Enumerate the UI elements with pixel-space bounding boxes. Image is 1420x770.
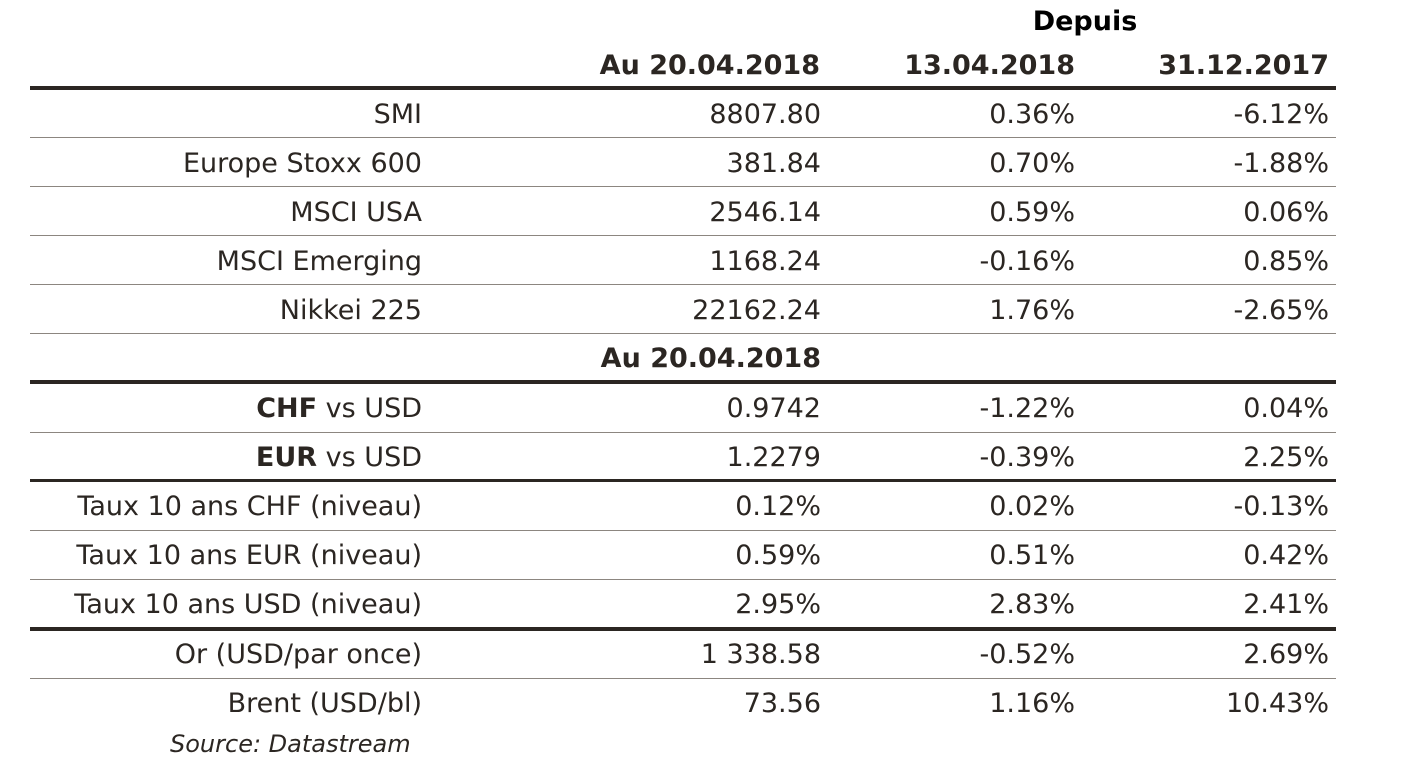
row-value: 0.9742 [726, 393, 821, 424]
row-divider [30, 678, 1336, 679]
row-since-year: 2.41% [1243, 589, 1329, 620]
row-value: 0.59% [735, 540, 821, 571]
row-value: 73.56 [743, 688, 821, 719]
header-depuis: Depuis [1032, 6, 1138, 37]
row-since-week: -0.52% [979, 639, 1075, 670]
row-value: 22162.24 [692, 295, 821, 326]
row-since-year: 0.85% [1243, 246, 1329, 277]
row-since-year: -1.88% [1233, 148, 1329, 179]
row-label: Taux 10 ans USD (niveau) [74, 589, 422, 620]
row-divider [30, 432, 1336, 433]
row-since-year: -0.13% [1233, 491, 1329, 522]
source-note: Source: Datastream [170, 730, 411, 758]
row-divider [30, 579, 1336, 580]
currency-suffix: vs USD [317, 393, 422, 424]
row-divider [30, 186, 1336, 187]
row-label: SMI [373, 99, 422, 130]
currency-code: CHF [256, 393, 318, 424]
row-since-week: 0.36% [989, 99, 1075, 130]
header-rule [30, 86, 1336, 90]
table-row: Taux 10 ans USD (niveau) 2.95% 2.83% 2.4… [30, 580, 1336, 629]
section-rule [30, 479, 1336, 482]
row-since-year: -6.12% [1233, 99, 1329, 130]
header-col-year: 31.12.2017 [1158, 50, 1329, 81]
row-value: 381.84 [726, 148, 821, 179]
table-row: Taux 10 ans EUR (niveau) 0.59% 0.51% 0.4… [30, 531, 1336, 580]
row-label: Brent (USD/bl) [227, 688, 422, 719]
table-row: Or (USD/par once) 1 338.58 -0.52% 2.69% [30, 630, 1336, 679]
row-label: CHF vs USD [30, 384, 422, 433]
row-label: MSCI Emerging [216, 246, 422, 277]
row-since-week: 0.02% [989, 491, 1075, 522]
table-row: CHF vs USD 0.9742 -1.22% 0.04% [30, 384, 1336, 433]
row-value: 0.12% [735, 491, 821, 522]
row-label: Or (USD/par once) [174, 639, 422, 670]
table-row: Brent (USD/bl) 73.56 1.16% 10.43% [30, 679, 1336, 728]
table-row: Europe Stoxx 600 381.84 0.70% -1.88% [30, 139, 1336, 188]
row-divider [30, 137, 1336, 138]
header-col-week: 13.04.2018 [904, 50, 1075, 81]
row-since-year: 0.42% [1243, 540, 1329, 571]
row-divider [30, 235, 1336, 236]
row-label: MSCI USA [290, 197, 422, 228]
row-value: 1 338.58 [700, 639, 821, 670]
row-since-week: -0.39% [979, 442, 1075, 473]
row-label: EUR vs USD [30, 433, 422, 482]
row-since-year: 0.04% [1243, 393, 1329, 424]
row-since-week: 1.76% [989, 295, 1075, 326]
table-row: Nikkei 225 22162.24 1.76% -2.65% [30, 286, 1336, 335]
row-since-year: -2.65% [1233, 295, 1329, 326]
row-since-week: 0.70% [989, 148, 1075, 179]
section-rule [30, 627, 1336, 631]
row-divider [30, 284, 1336, 285]
subheader-rule [30, 380, 1336, 384]
subheader-col-date: Au 20.04.2018 [600, 343, 821, 374]
row-value: 1.2279 [726, 442, 821, 473]
table-row: MSCI Emerging 1168.24 -0.16% 0.85% [30, 237, 1336, 286]
row-since-year: 2.69% [1243, 639, 1329, 670]
row-since-week: -0.16% [979, 246, 1075, 277]
row-value: 1168.24 [709, 246, 821, 277]
row-value: 2.95% [735, 589, 821, 620]
currency-code: EUR [255, 442, 318, 473]
table-row: Taux 10 ans CHF (niveau) 0.12% 0.02% -0.… [30, 482, 1336, 531]
row-value: 8807.80 [709, 99, 821, 130]
table-row: MSCI USA 2546.14 0.59% 0.06% [30, 188, 1336, 237]
row-since-week: 0.51% [989, 540, 1075, 571]
row-label: Taux 10 ans CHF (niveau) [77, 491, 422, 522]
row-since-year: 10.43% [1226, 688, 1329, 719]
header-col-date: Au 20.04.2018 [599, 50, 820, 81]
row-divider [30, 333, 1336, 334]
row-since-year: 2.25% [1243, 442, 1329, 473]
currency-suffix: vs USD [317, 442, 422, 473]
table-row: EUR vs USD 1.2279 -0.39% 2.25% [30, 433, 1336, 482]
row-label: Taux 10 ans EUR (niveau) [76, 540, 422, 571]
row-label: Nikkei 225 [279, 295, 422, 326]
table-row: SMI 8807.80 0.36% -6.12% [30, 90, 1336, 139]
row-since-week: 2.83% [989, 589, 1075, 620]
row-value: 2546.14 [709, 197, 821, 228]
row-divider [30, 530, 1336, 531]
row-label: Europe Stoxx 600 [182, 148, 422, 179]
row-since-week: -1.22% [979, 393, 1075, 424]
subheader-row: Au 20.04.2018 [30, 336, 1336, 382]
row-since-week: 0.59% [989, 197, 1075, 228]
row-since-week: 1.16% [989, 688, 1075, 719]
row-since-year: 0.06% [1243, 197, 1329, 228]
